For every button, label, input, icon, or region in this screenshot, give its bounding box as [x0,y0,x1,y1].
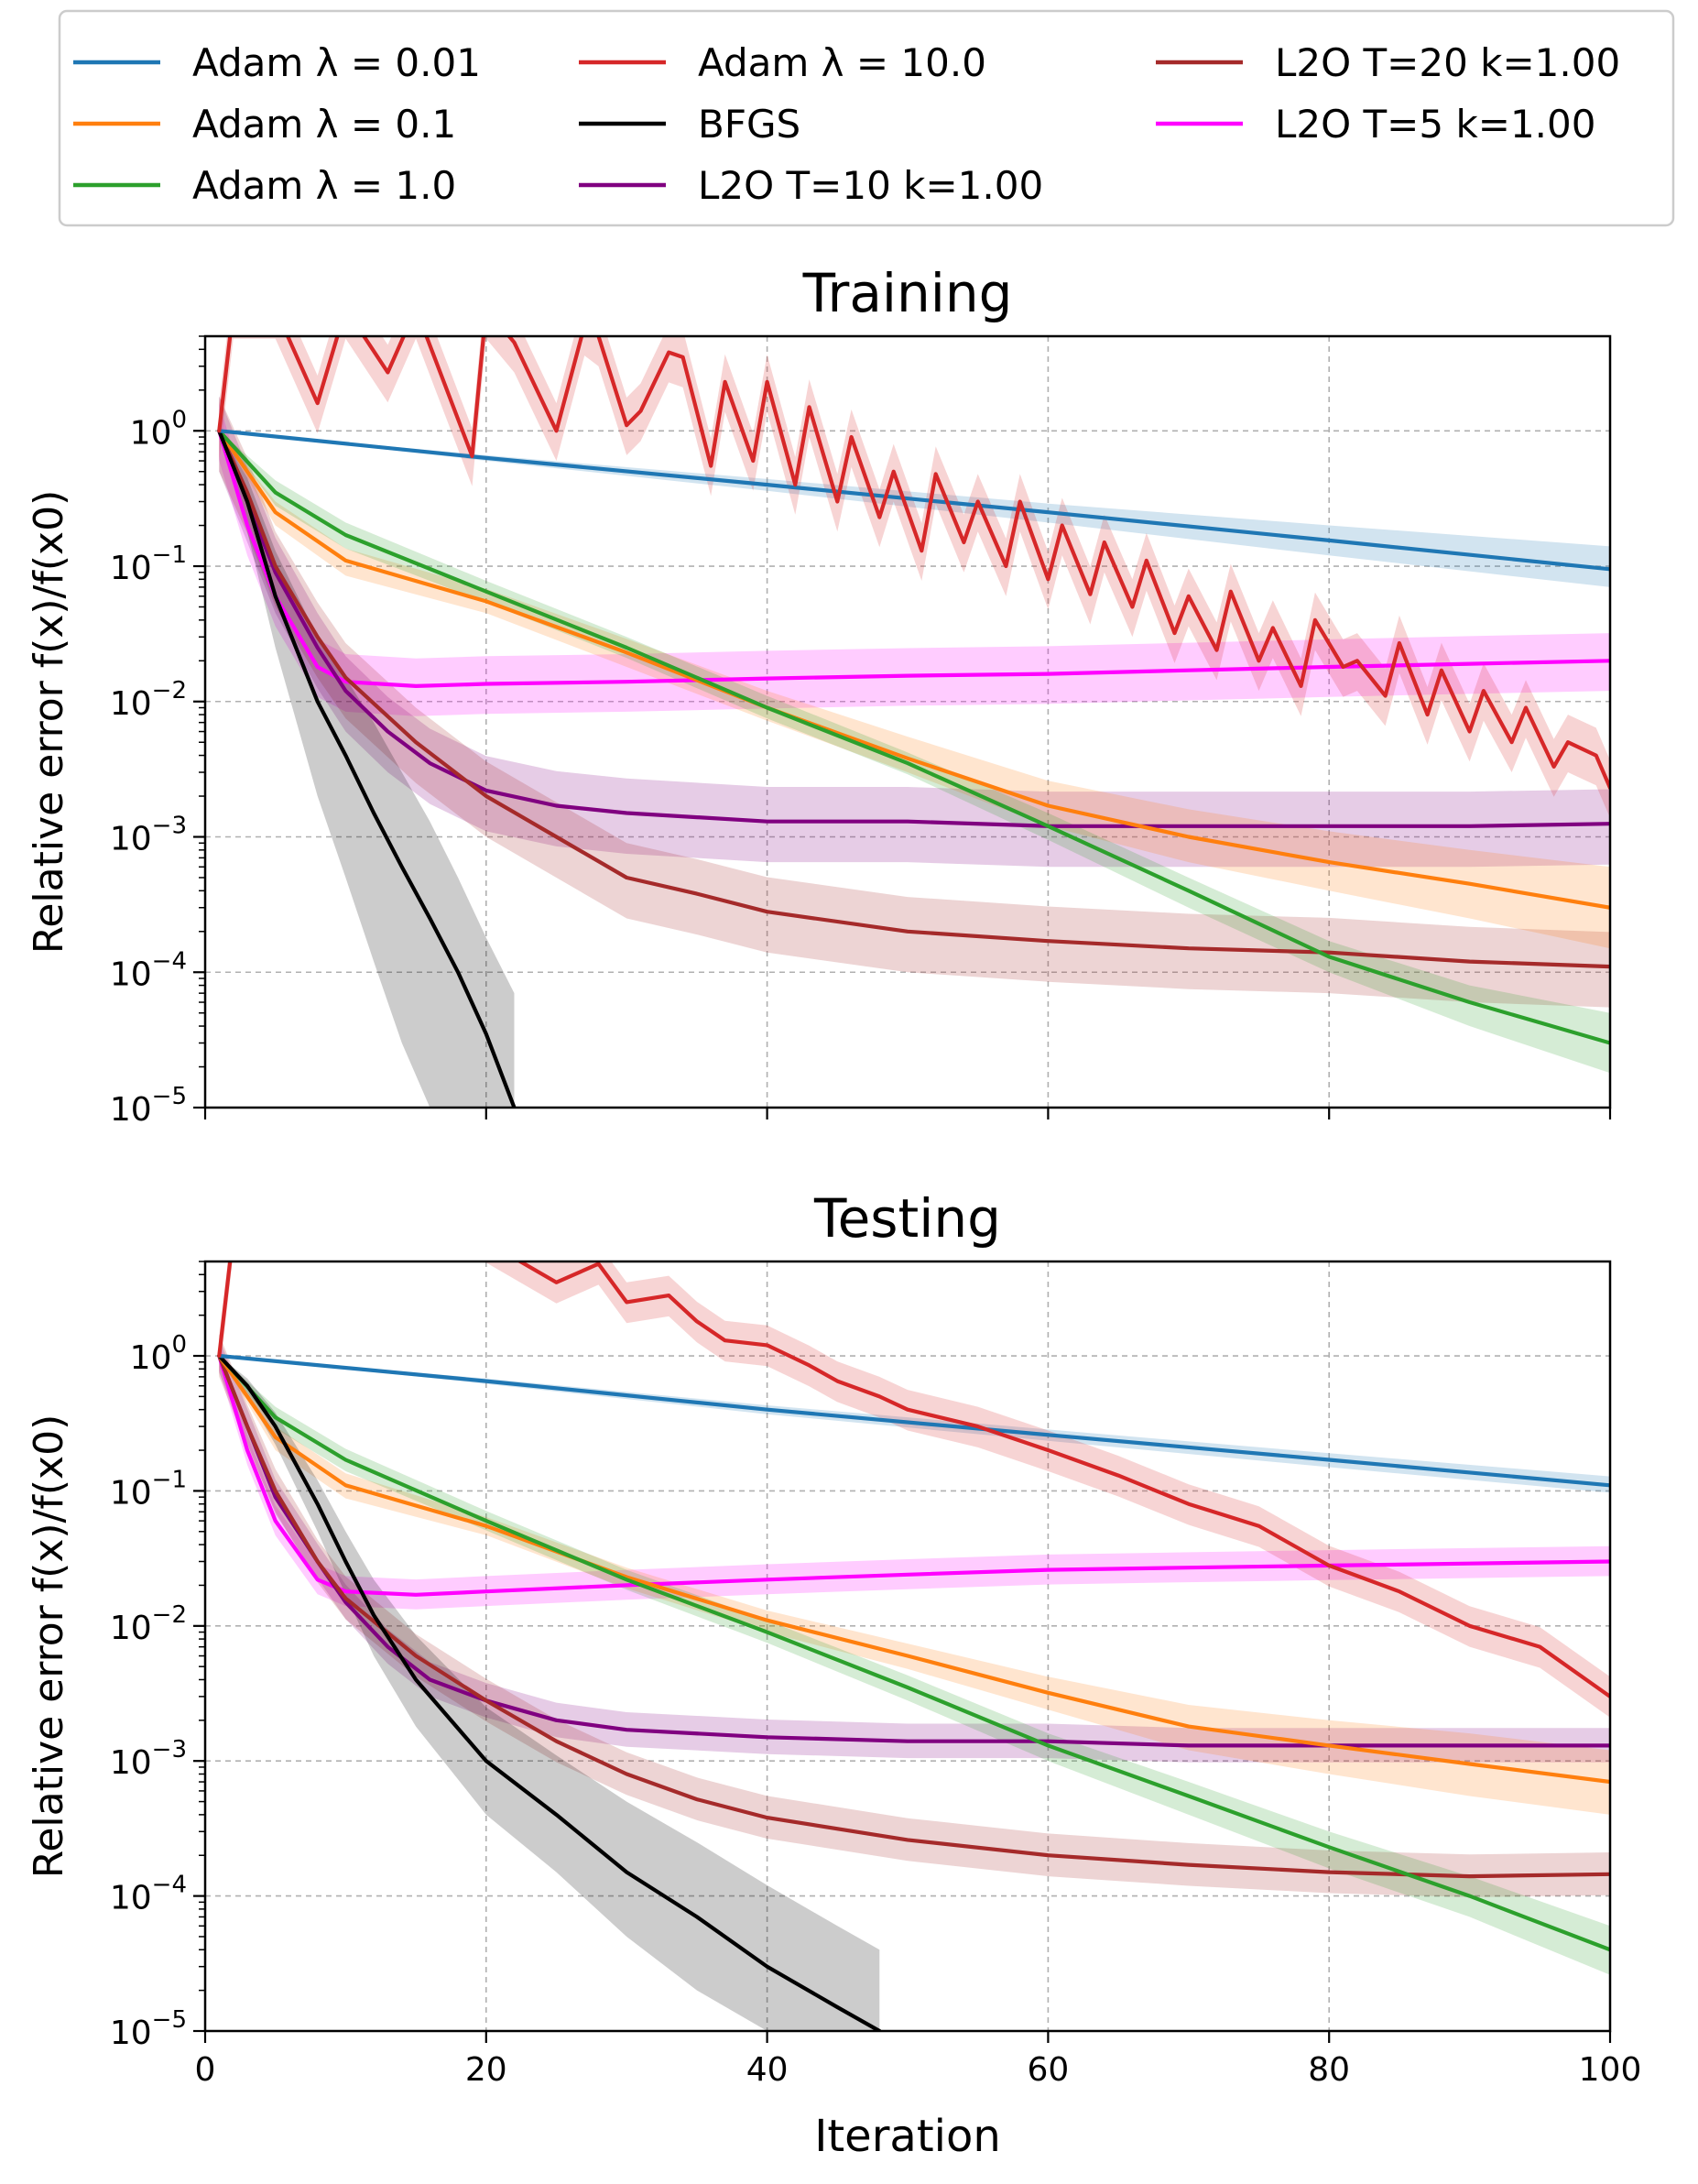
x-tick-label: 100 [1579,2051,1642,2089]
band-l2o-t-5-k-1-00 [219,403,1610,716]
x-tick-label: 40 [746,2051,789,2089]
x-tick-label: 20 [465,2051,507,2089]
legend-label: Adam λ = 10.0 [698,40,986,85]
legend-label: L2O T=5 k=1.00 [1275,102,1595,147]
line-adam-10-0 [217,336,1610,791]
y-tick-label: 10−5 [110,2006,187,2052]
x-tick-label: 0 [195,2051,216,2089]
legend-item-l2o-t-20-k-1-00: L2O T=20 k=1.00 [1156,40,1620,85]
testing-series [217,1261,1610,2031]
band-adam-1-0 [219,1356,1610,1975]
legend-label: Adam λ = 0.1 [192,102,456,147]
y-tick-label: 10−1 [110,1466,187,1512]
legend-item-l2o-t-5-k-1-00: L2O T=5 k=1.00 [1156,102,1595,147]
training-y-axis-label: Relative error f(x)/f(x0) [26,490,72,954]
line-adam-0-1 [217,1353,1610,1785]
y-tick-label: 10−3 [110,1736,187,1782]
legend-item-adam-0-01: Adam λ = 0.01 [73,40,481,85]
legend-label: L2O T=10 k=1.00 [698,163,1043,208]
testing-x-axis-label: Iteration [814,2111,1001,2162]
legend-label: BFGS [698,102,800,147]
y-tick-label: 10−3 [110,813,187,858]
training-series [217,336,1610,1108]
line-adam-1-0 [217,429,1610,1045]
band-l2o-t-20-k-1-00 [219,396,1610,1008]
y-tick-label: 100 [130,1331,187,1377]
line-adam-10-0 [217,1261,1610,1699]
x-tick-label: 80 [1308,2051,1350,2089]
band-adam-1-0 [219,431,1610,1074]
testing-y-axis-label: Relative error f(x)/f(x0) [26,1414,72,1878]
line-adam-0-01 [217,429,1610,572]
line-l2o-t-20-k-1-00 [217,429,1610,969]
band-l2o-t-20-k-1-00 [219,1334,1610,1897]
legend-item-adam-1-0: Adam λ = 1.0 [73,163,456,208]
legend-item-bfgs: BFGS [579,102,800,147]
legend-item-l2o-t-10-k-1-00: L2O T=10 k=1.00 [579,163,1043,208]
legend-item-adam-0-1: Adam λ = 0.1 [73,102,456,147]
line-adam-0-01 [217,1353,1610,1488]
training-grid [205,336,1610,1108]
line-l2o-t-10-k-1-00 [217,429,1610,828]
y-tick-label: 10−2 [110,677,187,723]
y-tick-label: 10−4 [110,947,187,993]
y-tick-label: 10−1 [110,541,187,587]
band-bfgs [219,1356,880,2031]
line-adam-0-1 [217,429,1610,910]
training-ticks: 100 10−1 10−2 10−3 10−4 10−5 [110,335,1612,1129]
testing-title: Testing [813,1187,1001,1250]
band-adam-0-1 [219,431,1610,949]
legend-label: Adam λ = 0.01 [192,40,481,85]
line-bfgs [217,1353,882,2031]
legend-label: L2O T=20 k=1.00 [1275,40,1620,85]
line-adam-1-0 [217,1353,1610,1952]
y-tick-label: 100 [130,406,187,452]
line-l2o-t-5-k-1-00 [217,429,1610,689]
training-panel: Training 100 10−1 10−2 10−3 10−4 10−5 Relativ… [26,262,1612,1129]
y-tick-label: 10−5 [110,1083,187,1129]
line-bfgs [217,429,517,1108]
testing-panel: Testing 100 10−1 10−2 10−3 10−4 10−50 20 40 60 80… [26,1187,1641,2162]
line-l2o-t-5-k-1-00 [217,1353,1610,1597]
y-tick-label: 10−2 [110,1601,187,1647]
legend: Adam λ = 0.01 Adam λ = 0.1 Adam λ = 1.0 Ada… [58,9,1675,227]
y-tick-label: 10−4 [110,1872,187,1917]
testing-ticks: 100 10−1 10−2 10−3 10−4 10−50 20 40 60 80 100 [110,1261,1642,2089]
band-adam-0-1 [219,1356,1610,1815]
legend-label: Adam λ = 1.0 [192,163,456,208]
legend-item-adam-10-0: Adam λ = 10.0 [579,40,986,85]
band-l2o-t-10-k-1-00 [219,396,1610,868]
line-l2o-t-20-k-1-00 [217,1353,1610,1879]
x-tick-label: 60 [1027,2051,1069,2089]
training-title: Training [802,262,1013,324]
testing-grid [205,1261,1610,2031]
